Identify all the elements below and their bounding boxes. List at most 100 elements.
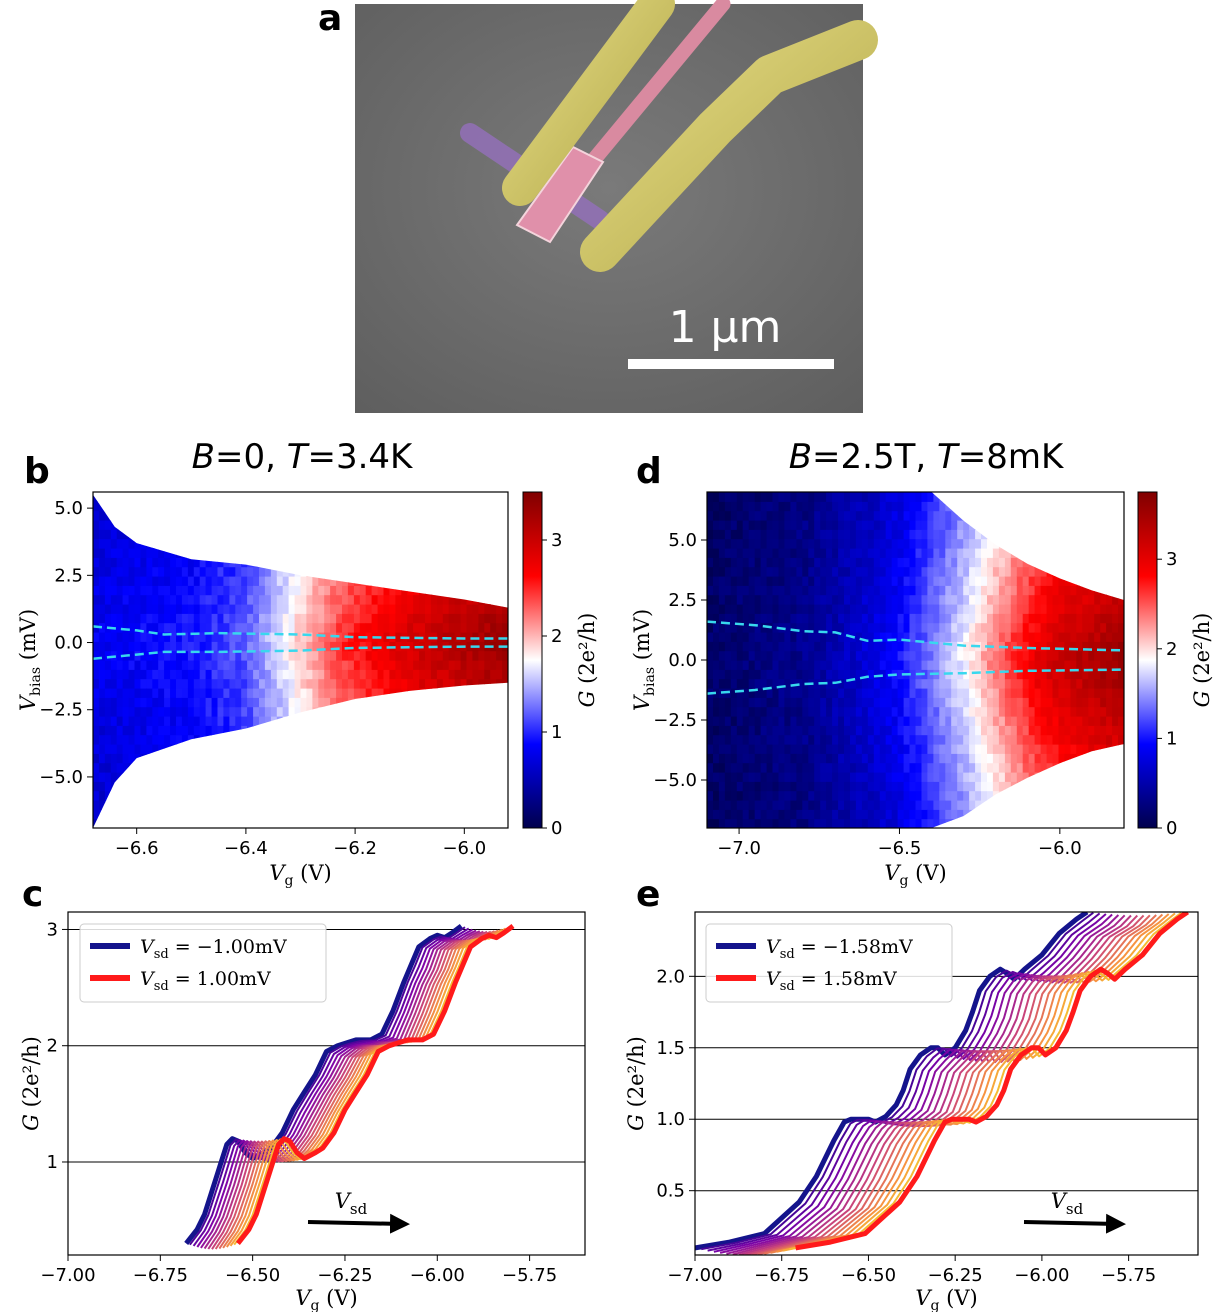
heatmap-cell [814,650,821,661]
heatmap-cell [730,706,738,717]
heatmap-cell [425,734,432,745]
heatmap-cell [784,492,791,502]
heatmap-cell [1058,762,1066,773]
heatmap-cell [1076,818,1083,828]
heatmap-cell [957,604,964,614]
heatmap-cell [981,520,988,530]
heatmap-cell [832,800,839,810]
heatmap-cell [933,650,940,661]
heatmap-cell [276,706,284,717]
heatmap-cell [312,706,319,717]
heatmap-cell [724,781,732,792]
heatmap-cell [1040,753,1048,764]
heatmap-cell [844,744,851,754]
heatmap-cell [104,641,112,652]
heatmap-cell [1100,800,1107,810]
heatmap-cell [1022,566,1030,577]
heatmap-cell [808,576,815,586]
heatmap-cell [1100,641,1107,652]
heatmap-cell [199,548,207,558]
heatmap-cell [784,501,791,512]
heatmap-cell [1088,538,1095,549]
heatmap-cell [377,716,385,726]
heatmap-cell [784,809,791,820]
heatmap-cell [140,781,147,792]
heatmap-cell [718,781,726,792]
heatmap-cell [413,585,420,596]
heatmap-cell [484,494,491,502]
heatmap-cell [146,529,153,540]
heatmap-cell [820,772,827,782]
heatmap-cell [395,790,402,801]
heatmap-cell [235,790,242,801]
heatmap-cell [873,604,881,614]
heatmap-cell [850,809,857,820]
heatmap-cell [784,566,791,577]
heatmap-cell [838,744,845,754]
heatmap-cell [336,576,343,586]
heatmap-cell [454,790,462,801]
heatmap-cell [288,772,296,782]
heatmap-cell [945,632,952,642]
heatmap-cell [383,660,390,670]
heatmap-cell [359,669,367,680]
heatmap-cell [796,753,803,764]
heatmap-cell [288,697,296,708]
heatmap-cell [294,557,302,568]
heatmap-cell [199,809,207,820]
heatmap-cell [253,641,260,652]
heatmap-cell [766,762,774,773]
heatmap-cell [909,818,917,828]
heatmap-cell [855,548,863,558]
heatmap-cell [241,613,248,624]
heatmap-cell [760,594,768,605]
heatmap-cell [425,781,432,792]
heatmap-cell [300,706,307,717]
heatmap-cell [164,548,171,558]
heatmap-cell [294,697,302,708]
heatmap-cell [1046,632,1054,642]
heatmap-cell [873,781,881,792]
heatmap-cell [927,688,934,698]
heatmap-cell [247,790,254,801]
heatmap-cell [1004,706,1012,717]
heatmap-cell [987,501,994,512]
heatmap-cell [413,688,420,698]
heatmap-cell [885,772,893,782]
heatmap-cell [276,494,284,502]
heatmap-cell [885,632,893,642]
heatmap-cell [282,753,290,764]
heatmap-cell [413,772,420,782]
heatmap-cell [1088,660,1095,670]
heatmap-cell [383,669,390,680]
heatmap-cell [814,520,821,530]
heatmap-cell [164,557,171,568]
heatmap-cell [844,697,851,708]
heatmap-cell [1094,566,1101,577]
heatmap-cell [330,538,337,549]
heatmap-cell [484,566,491,577]
heatmap-cell [484,818,491,828]
heatmap-cell [748,753,756,764]
heatmap-cell [377,501,385,512]
heatmap-cell [826,781,833,792]
heatmap-cell [850,604,857,614]
heatmap-cell [442,744,450,754]
heatmap-cell [992,660,1000,670]
heatmap-cell [915,706,923,717]
heatmap-cell [1094,557,1101,568]
heatmap-cell [1040,809,1048,820]
heatmap-cell [430,725,438,736]
heatmap-cell [992,594,1000,605]
heatmap-cell [152,585,159,596]
heatmap-cell [98,697,106,708]
heatmap-cell [1088,557,1095,568]
heatmap-cell [134,725,141,736]
heatmap-cell [1064,576,1071,586]
heatmap-cell [490,566,497,577]
heatmap-cell [407,557,414,568]
heatmap-cell [478,613,485,624]
heatmap-cell [353,762,361,773]
heatmap-cell [395,604,402,614]
heatmap-cell [217,800,224,810]
